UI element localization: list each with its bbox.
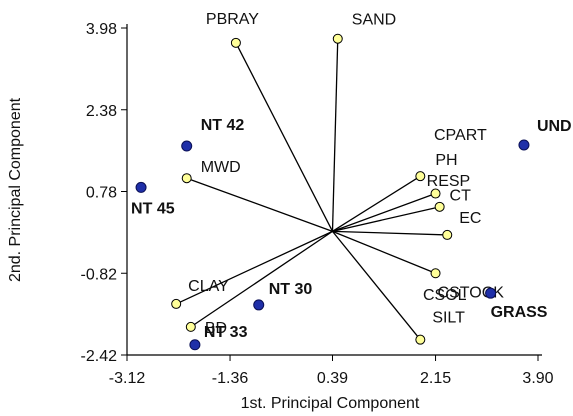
y-tick-label: 0.78 [86,185,117,202]
variable-label: BD [205,320,227,337]
y-axis-label: 2nd. Principal Component [7,97,24,282]
variable-marker [181,173,192,184]
x-axis-label: 1st. Principal Component [241,395,420,412]
loading-vector [331,38,339,232]
treatment-marker [189,339,201,351]
treatment-marker [485,287,497,299]
loading-vector [332,175,421,232]
treatment-label: NT 45 [131,200,175,217]
x-tick-label: -1.36 [212,370,249,387]
y-tick-label: 2.38 [86,103,117,120]
y-tick-label: -2.42 [81,348,118,365]
loading-vector [332,230,436,274]
variable-label: EC [459,210,481,227]
loading-vector [175,230,333,305]
variable-marker [185,321,196,332]
x-tick-label: -3.12 [109,370,146,387]
variable-label: PBRAY [206,11,259,28]
variable-label: RESP [427,173,471,190]
variable-label: MWD [201,159,241,176]
variable-marker [434,201,445,212]
variable-label: CLAY [188,278,229,295]
y-tick-label: -0.82 [81,266,118,283]
loading-vector [331,230,421,341]
y-tick-label: 3.98 [86,21,117,38]
variable-label: CT [450,188,472,205]
treatment-label: NT 30 [269,281,313,298]
variable-marker [230,37,241,48]
treatment-marker [135,181,147,193]
treatment-label: UND [537,118,572,135]
variable-label: CSOL [423,287,467,304]
treatment-marker [181,140,193,152]
variable-marker [442,229,453,240]
loading-vector [186,177,333,232]
treatment-label: NT 33 [204,324,248,341]
x-tick-label: 3.90 [522,370,553,387]
variable-marker [415,171,426,182]
treatment-marker [253,299,265,311]
treatment-marker [518,139,530,151]
x-tick-label: 2.15 [420,370,451,387]
treatment-label: GRASS [491,304,548,321]
loading-vector [190,230,333,328]
variable-marker [415,334,426,345]
variable-label: CPART [434,127,487,144]
variable-label: PH [435,152,457,169]
loading-vector [235,42,334,232]
loading-vector [332,230,448,236]
x-tick-label: 0.39 [317,370,348,387]
variable-marker [332,33,343,44]
treatment-label: NT 42 [201,117,245,134]
variable-label: SAND [352,12,396,29]
variable-label: SILT [432,310,465,327]
variable-marker [171,298,182,309]
variable-marker [430,188,441,199]
loading-vector [332,206,440,232]
loading-vector [332,192,436,232]
variable-marker [430,268,441,279]
